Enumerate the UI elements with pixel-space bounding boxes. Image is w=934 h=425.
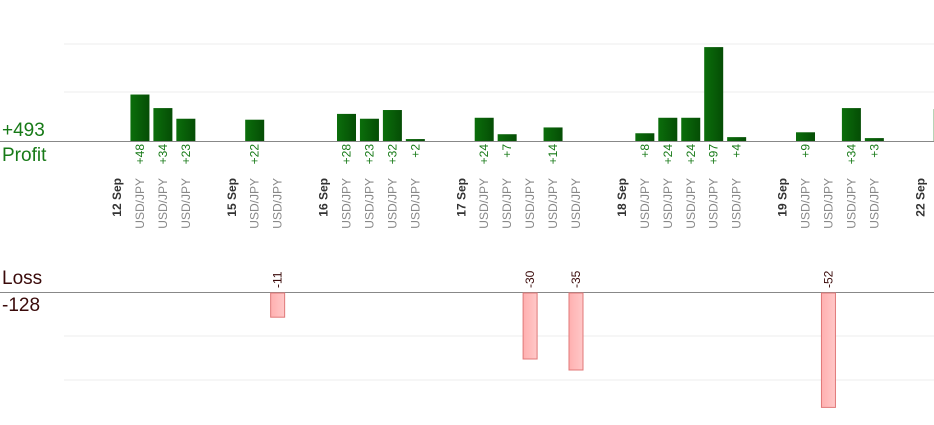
profit-value-label: +7 (500, 144, 514, 158)
loss-value-label: -52 (821, 270, 835, 288)
pair-label: USD/JPY (844, 178, 858, 229)
profit-bar (796, 132, 815, 141)
loss-label: Loss (2, 268, 42, 290)
pair-label: USD/JPY (821, 178, 835, 229)
profit-bar (727, 137, 746, 141)
pair-label: USD/JPY (156, 178, 170, 229)
pair-label: USD/JPY (362, 178, 376, 229)
profit-bar (498, 134, 517, 141)
profit-bar (635, 133, 654, 141)
date-label: 16 Sep (317, 178, 331, 217)
date-label: 18 Sep (615, 178, 629, 217)
loss-bar (569, 293, 583, 370)
profit-value-label: +32 (385, 144, 399, 165)
profit-value-label: +97 (707, 144, 721, 165)
profit-bar (842, 108, 861, 141)
profit-label: Profit (2, 145, 46, 167)
date-label: 15 Sep (225, 178, 239, 217)
profit-value-label: +8 (638, 144, 652, 158)
profit-bar (176, 119, 195, 141)
profit-bar (383, 110, 402, 141)
pair-label: USD/JPY (638, 178, 652, 229)
profit-value-label: +24 (661, 144, 675, 165)
profit-value-label: +14 (546, 144, 560, 165)
pair-label: USD/JPY (133, 178, 147, 229)
profit-bar (865, 138, 884, 141)
date-label: 17 Sep (454, 178, 468, 217)
pair-label: USD/JPY (477, 178, 491, 229)
profit-value-label: +4 (730, 144, 744, 158)
profit-bar (544, 127, 563, 141)
pair-label: USD/JPY (707, 178, 721, 229)
profit-value-label: +3 (867, 144, 881, 158)
pair-label: USD/JPY (730, 178, 744, 229)
profit-bar (130, 95, 149, 141)
pair-label: USD/JPY (569, 178, 583, 229)
loss-value-label: -11 (271, 271, 285, 288)
profit-bar (245, 120, 264, 141)
pair-label: USD/JPY (248, 178, 262, 229)
profit-value-label: +23 (179, 144, 193, 165)
pair-label: USD/JPY (408, 178, 422, 229)
profit-value-label: +23 (362, 144, 376, 165)
pair-label: USD/JPY (385, 178, 399, 229)
loss-total: -128 (2, 295, 40, 317)
profit-value-label: +34 (156, 144, 170, 165)
profit-value-label: +24 (684, 144, 698, 165)
profit-value-label: +2 (408, 144, 422, 158)
loss-bar (821, 293, 835, 407)
pair-label: USD/JPY (799, 178, 813, 229)
profit-bar (406, 139, 425, 141)
date-label: 19 Sep (776, 178, 790, 217)
profit-bar (681, 118, 700, 141)
pair-label: USD/JPY (179, 178, 193, 229)
loss-bar (523, 293, 537, 359)
profit-bar (658, 118, 677, 141)
profit-value-label: +28 (340, 144, 354, 165)
profit-value-label: +34 (844, 144, 858, 165)
pair-label: USD/JPY (867, 178, 881, 229)
profit-total: +493 (2, 120, 45, 142)
pair-label: USD/JPY (661, 178, 675, 229)
pair-label: USD/JPY (546, 178, 560, 229)
profit-bar (337, 114, 356, 141)
profit-bar (153, 108, 172, 141)
pair-label: USD/JPY (684, 178, 698, 229)
profit-value-label: +24 (477, 144, 491, 165)
profit-bar (360, 119, 379, 141)
pair-label: USD/JPY (500, 178, 514, 229)
loss-value-label: -30 (523, 270, 537, 288)
profit-value-label: +9 (799, 144, 813, 158)
pair-label: USD/JPY (271, 178, 285, 229)
profit-value-label: +22 (248, 144, 262, 165)
profit-value-label: +48 (133, 144, 147, 165)
profit-bar (475, 118, 494, 141)
pair-label: USD/JPY (340, 178, 354, 229)
date-label: 22 Sep (913, 178, 927, 217)
date-label: 12 Sep (110, 178, 124, 217)
loss-value-label: -35 (569, 270, 583, 288)
profit-bar (704, 47, 723, 141)
loss-bar (271, 293, 285, 317)
pair-label: USD/JPY (523, 178, 537, 229)
